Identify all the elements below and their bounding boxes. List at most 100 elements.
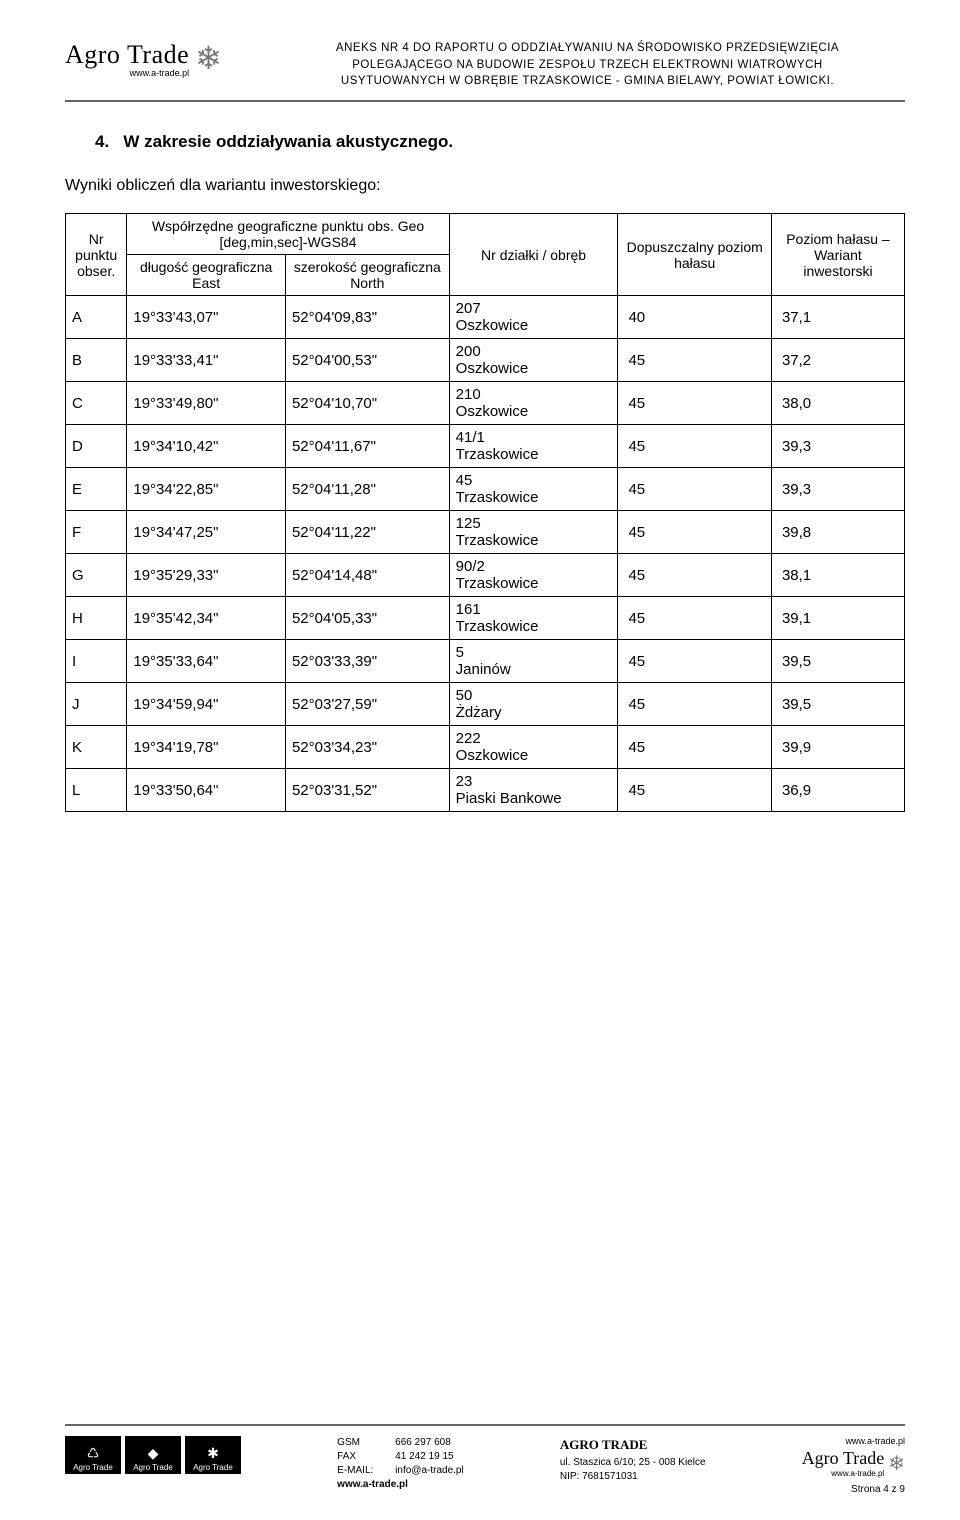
company-name: AGRO TRADE [560,1436,706,1454]
cell-parcel: 210Oszkowice [449,382,618,425]
th-level: Poziom hałasu – Wariant inwestorski [771,214,904,296]
cell-lat: 52°04'05,33" [285,597,449,640]
gsm-label: GSM [337,1436,387,1450]
logo-url: www.a-trade.pl [130,68,190,78]
table-row: I19°35'33,64"52°03'33,39"5Janinów4539,5 [66,640,905,683]
table-row: H19°35'42,34"52°04'05,33"161Trzaskowice4… [66,597,905,640]
table-row: E19°34'22,85"52°04'11,28"45Trzaskowice45… [66,468,905,511]
table-row: G19°35'29,33"52°04'14,48"90/2Trzaskowice… [66,554,905,597]
th-coords: Współrzędne geograficzne punktu obs. Geo… [127,214,449,255]
cell-parcel: 161Trzaskowice [449,597,618,640]
section-title-text: W zakresie oddziaływania akustycznego. [123,132,453,151]
cell-level: 38,1 [771,554,904,597]
cell-id: E [66,468,127,511]
table-row: D19°34'10,42"52°04'11,67"41/1Trzaskowice… [66,425,905,468]
email-label: E-MAIL: [337,1464,387,1478]
cell-parcel: 50Żdżary [449,683,618,726]
fax-label: FAX [337,1450,387,1464]
cell-allow: 45 [618,468,771,511]
title-line-1: ANEKS NR 4 DO RAPORTU O ODDZIAŁYWANIU NA… [270,40,905,57]
document-title: ANEKS NR 4 DO RAPORTU O ODDZIAŁYWANIU NA… [270,40,905,90]
cell-parcel: 207Oszkowice [449,296,618,339]
cell-allow: 45 [618,769,771,812]
logo-text: Agro Trade [65,40,189,70]
th-parcel: Nr działki / obręb [449,214,618,296]
www-value: www.a-trade.pl [337,1479,408,1490]
cell-parcel: 90/2Trzaskowice [449,554,618,597]
section-heading: 4. W zakresie oddziaływania akustycznego… [95,132,905,152]
cell-parcel: 200Oszkowice [449,339,618,382]
document-footer: ♺Agro Trade ◆Agro Trade ✱Agro Trade GSM6… [65,1424,905,1495]
table-row: F19°34'47,25"52°04'11,22"125Trzaskowice4… [66,511,905,554]
wind-icon: ♺ [87,1445,100,1462]
cell-level: 37,1 [771,296,904,339]
th-point-id: Nr punktu obser. [66,214,127,296]
cell-id: I [66,640,127,683]
company-nip: NIP: 7681571031 [560,1470,706,1484]
cell-lon: 19°34'47,25" [127,511,286,554]
cell-lon: 19°33'50,64" [127,769,286,812]
cell-allow: 40 [618,296,771,339]
th-allowed: Dopuszczalny poziom hałasu [618,214,771,296]
footer-top-url: www.a-trade.pl [845,1436,905,1446]
fax-value: 41 242 19 15 [395,1450,453,1464]
cell-level: 39,5 [771,683,904,726]
table-row: C19°33'49,80"52°04'10,70"210Oszkowice453… [66,382,905,425]
cell-level: 39,3 [771,425,904,468]
footer-logo-text: Agro Trade [802,1448,885,1469]
company-address: ul. Staszica 6/10; 25 - 008 Kielce [560,1456,706,1470]
cell-level: 39,9 [771,726,904,769]
cell-lon: 19°34'22,85" [127,468,286,511]
cell-id: L [66,769,127,812]
card-label: Agro Trade [133,1463,173,1472]
cell-allow: 45 [618,339,771,382]
cell-lon: 19°35'33,64" [127,640,286,683]
logo-icon: ◆ [148,1445,159,1462]
cell-allow: 45 [618,382,771,425]
footer-company: AGRO TRADE ul. Staszica 6/10; 25 - 008 K… [560,1436,706,1484]
cell-lat: 52°03'27,59" [285,683,449,726]
cell-lat: 52°03'33,39" [285,640,449,683]
th-longitude: długość geograficzna East [127,255,286,296]
cell-id: D [66,425,127,468]
table-row: A19°33'43,07"52°04'09,83"207Oszkowice403… [66,296,905,339]
cell-id: B [66,339,127,382]
cell-id: C [66,382,127,425]
cell-id: K [66,726,127,769]
cell-lon: 19°33'43,07" [127,296,286,339]
cell-lat: 52°04'14,48" [285,554,449,597]
logo-block: Agro Trade www.a-trade.pl ❄ [65,40,270,78]
cell-level: 39,3 [771,468,904,511]
cell-allow: 45 [618,683,771,726]
cell-level: 39,1 [771,597,904,640]
table-row: K19°34'19,78"52°03'34,23"222Oszkowice453… [66,726,905,769]
page-number: Strona 4 z 9 [851,1484,905,1495]
table-row: L19°33'50,64"52°03'31,52"23Piaski Bankow… [66,769,905,812]
cell-level: 39,5 [771,640,904,683]
turbine-icon: ✱ [207,1445,219,1462]
cell-id: A [66,296,127,339]
cell-allow: 45 [618,597,771,640]
cell-parcel: 45Trzaskowice [449,468,618,511]
cell-lat: 52°03'31,52" [285,769,449,812]
email-value: info@a-trade.pl [395,1464,464,1478]
cell-allow: 45 [618,425,771,468]
footer-logo-block: www.a-trade.pl Agro Trade www.a-trade.pl… [802,1436,905,1495]
title-line-3: USYTUOWANYCH W OBRĘBIE TRZASKOWICE - GMI… [270,73,905,90]
cell-id: F [66,511,127,554]
table-row: J19°34'59,94"52°03'27,59"50Żdżary4539,5 [66,683,905,726]
footer-card-3: ✱Agro Trade [185,1436,241,1474]
cell-allow: 45 [618,640,771,683]
gsm-value: 666 297 608 [395,1436,451,1450]
cell-lat: 52°04'11,28" [285,468,449,511]
snowflake-icon: ❄ [888,1451,905,1476]
cell-lat: 52°04'09,83" [285,296,449,339]
table-row: B19°33'33,41"52°04'00,53"200Oszkowice453… [66,339,905,382]
table-body: A19°33'43,07"52°04'09,83"207Oszkowice403… [66,296,905,812]
cell-parcel: 222Oszkowice [449,726,618,769]
cell-level: 39,8 [771,511,904,554]
snowflake-icon: ❄ [195,42,222,74]
cell-level: 37,2 [771,339,904,382]
footer-card-2: ◆Agro Trade [125,1436,181,1474]
cell-lon: 19°34'19,78" [127,726,286,769]
